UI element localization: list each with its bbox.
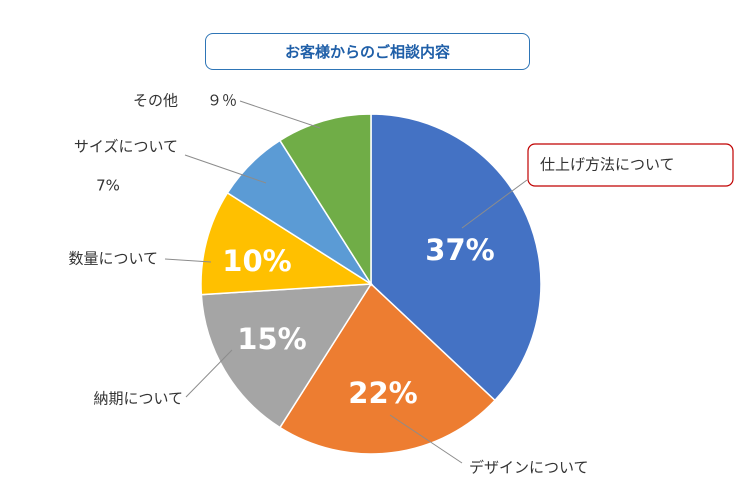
pie-slice-2 xyxy=(200,283,373,429)
data-label-4: 7% xyxy=(96,177,120,195)
chart-title: お客様からのご相談内容 xyxy=(205,33,530,70)
category-label-0: 仕上げ方法について xyxy=(540,156,675,174)
leader-line-4 xyxy=(184,154,267,184)
leader-line-2 xyxy=(185,349,233,398)
data-label-2: 15% xyxy=(237,322,306,356)
category-label-1: デザインについて xyxy=(469,459,589,477)
category-label-3: 数量について xyxy=(68,250,158,268)
pie-slice-3 xyxy=(200,191,374,296)
category-label-2: 納期について xyxy=(93,390,183,408)
data-label-1: 22% xyxy=(348,376,417,410)
callout-box xyxy=(527,143,734,187)
data-label-3: 10% xyxy=(222,244,291,278)
leader-line-3 xyxy=(164,258,212,263)
data-label-0: 37% xyxy=(425,233,494,267)
leader-line-5 xyxy=(239,100,321,129)
data-label-5: ９％ xyxy=(207,92,237,110)
leader-line-1 xyxy=(389,414,463,464)
category-label-5: その他 xyxy=(133,92,178,110)
pie-slice-1 xyxy=(278,282,496,455)
pie-slice-0 xyxy=(370,113,542,402)
category-label-4: サイズについて xyxy=(74,138,178,156)
leader-line-0 xyxy=(461,179,528,229)
pie-slice-5 xyxy=(278,113,372,287)
